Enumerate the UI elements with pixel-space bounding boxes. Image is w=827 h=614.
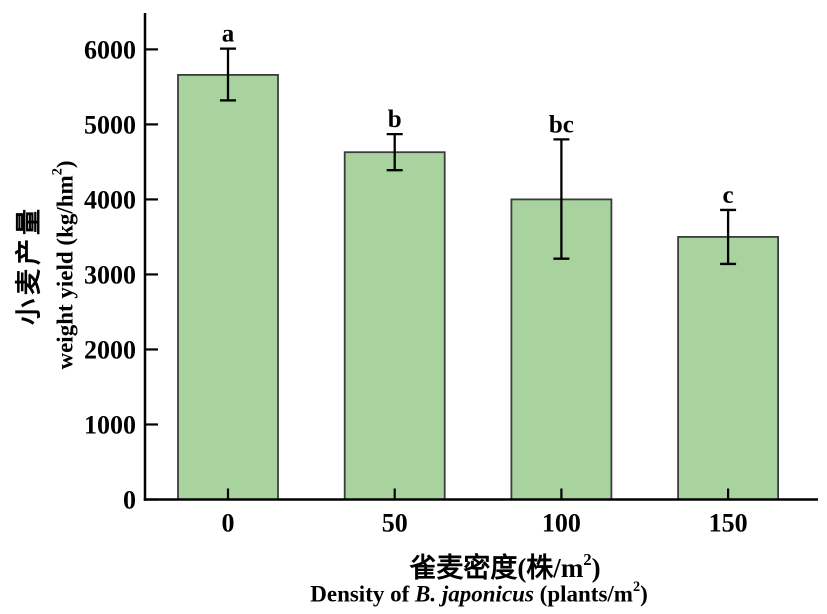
y-tick-label-6000: 6000 xyxy=(84,35,136,64)
x-tick-label-100: 100 xyxy=(542,509,581,538)
significance-letter-a: a xyxy=(222,21,235,48)
x-axis-title-en-part3: ) xyxy=(640,581,648,607)
y-tick-label-2000: 2000 xyxy=(84,336,136,365)
y-tick-label-3000: 3000 xyxy=(84,260,136,289)
significance-letter-b: b xyxy=(388,106,402,133)
y-tick-label-0: 0 xyxy=(123,486,136,515)
significance-letter-bc: bc xyxy=(549,111,574,138)
x-axis-title-cn-superscript: 2 xyxy=(583,549,592,569)
y-tick-label-1000: 1000 xyxy=(84,411,136,440)
x-axis-title-en: Density of B. japonicus (plants/m2) xyxy=(310,578,648,608)
y-axis-title-en-suffix: ) xyxy=(52,160,78,169)
bar-density-150 xyxy=(677,235,779,501)
y-axis-title: 小麦产量 weight yield (kg/hm2) xyxy=(14,160,81,369)
x-axis-title-cn-suffix: ) xyxy=(591,553,601,583)
y-tick-label-5000: 5000 xyxy=(84,110,136,139)
x-axis-title-en-superscript: 2 xyxy=(632,578,641,595)
y-axis-title-cn: 小麦产量 xyxy=(14,205,44,326)
x-axis-title-cn: 雀麦密度(株/m2) xyxy=(409,546,600,585)
y-axis-title-en: weight yield (kg/hm2) xyxy=(45,160,81,369)
y-axis-title-en-superscript: 2 xyxy=(49,168,66,176)
bar-density-50 xyxy=(343,151,446,501)
bar-density-0 xyxy=(177,74,279,501)
x-axis-title-cn-prefix: 雀麦密度(株/m xyxy=(409,553,584,583)
y-axis-title-en-prefix: weight yield (kg/hm xyxy=(52,175,78,370)
x-axis-title-species-name: B. japonicus xyxy=(415,581,534,607)
y-tick-label-4000: 4000 xyxy=(84,185,136,214)
x-axis-title-en-part2: (plants/m xyxy=(533,581,633,607)
x-tick-label-150: 150 xyxy=(709,509,748,538)
x-axis-title-en-part1: Density of xyxy=(310,581,416,607)
x-tick-label-50: 50 xyxy=(382,509,408,538)
significance-letter-c: c xyxy=(723,182,734,209)
x-tick-label-0: 0 xyxy=(222,509,235,538)
